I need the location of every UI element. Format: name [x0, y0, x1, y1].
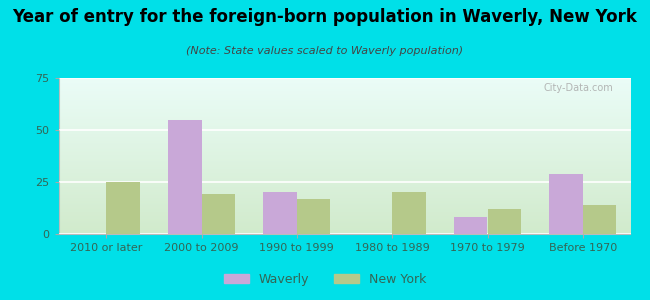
Bar	[106, 182, 140, 234]
Bar	[263, 192, 297, 234]
Bar	[297, 199, 330, 234]
Bar	[202, 194, 235, 234]
Text: City-Data.com: City-Data.com	[543, 83, 614, 93]
Bar	[583, 205, 616, 234]
Bar	[168, 120, 202, 234]
Text: (Note: State values scaled to Waverly population): (Note: State values scaled to Waverly po…	[187, 46, 463, 56]
Text: Year of entry for the foreign-born population in Waverly, New York: Year of entry for the foreign-born popul…	[12, 8, 638, 26]
Bar	[392, 192, 426, 234]
Bar	[549, 174, 583, 234]
Bar	[454, 218, 488, 234]
Bar	[488, 209, 521, 234]
Legend: Waverly, New York: Waverly, New York	[218, 268, 432, 291]
